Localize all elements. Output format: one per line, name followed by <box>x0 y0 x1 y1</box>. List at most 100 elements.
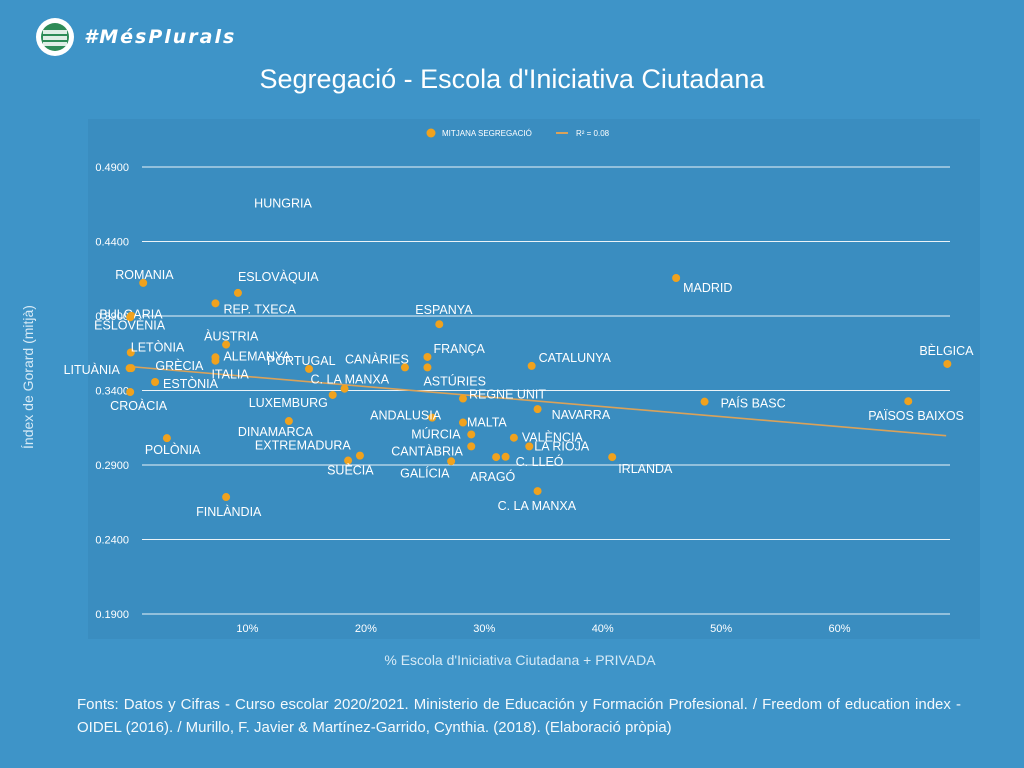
data-point <box>139 278 148 287</box>
data-label: IRLANDA <box>618 462 673 476</box>
data-point <box>305 364 314 373</box>
data-label: MÚRCIA <box>411 426 461 441</box>
data-point <box>447 457 456 466</box>
data-label: LUXEMBURG <box>249 396 328 410</box>
data-point <box>344 456 353 465</box>
data-label: ASTÚRIES <box>423 373 486 388</box>
data-point <box>943 359 952 368</box>
data-label: LA RIOJA <box>534 439 590 453</box>
data-label: ESLOVÈNIA <box>94 317 166 332</box>
data-point <box>527 361 536 370</box>
data-point <box>340 384 349 393</box>
x-tick-label: 30% <box>473 623 495 635</box>
data-label: PAÏSOS BAIXOS <box>868 409 964 423</box>
data-label: CATALUNYA <box>539 351 612 365</box>
data-label: REP. TXECA <box>223 302 296 316</box>
data-label: MADRID <box>683 281 732 295</box>
y-tick-label: 0.3400 <box>95 386 129 398</box>
data-point <box>533 487 542 496</box>
y-tick-label: 0.3900 <box>95 311 129 323</box>
data-point <box>492 453 501 462</box>
data-point <box>672 274 681 283</box>
data-point <box>126 387 135 396</box>
data-label: HUNGRIA <box>254 196 312 210</box>
data-label: GALÍCIA <box>400 465 450 480</box>
data-label: LITUÀNIA <box>64 362 121 377</box>
data-label: NAVARRA <box>552 408 611 422</box>
data-label: ESTÒNIA <box>163 376 219 391</box>
data-point <box>428 413 437 422</box>
data-label: C. LA MANXA <box>498 499 577 513</box>
legend-series-label: MITJANA SEGREGACIÓ <box>442 129 532 138</box>
data-point <box>423 352 432 361</box>
data-point <box>533 405 542 414</box>
data-point <box>233 288 242 297</box>
data-point <box>355 451 364 460</box>
chart-title: Segregació - Escola d'Iniciativa Ciutada… <box>259 64 765 94</box>
y-axis-label: Índex de Gorard (mitjà) <box>20 305 36 449</box>
data-point <box>700 397 709 406</box>
data-point <box>284 417 293 426</box>
x-tick-label: 40% <box>592 623 614 635</box>
data-label: FINLÀNDIA <box>196 504 262 519</box>
legend-marker-icon <box>426 128 436 138</box>
data-label: LETÒNIA <box>131 340 185 355</box>
data-point <box>458 394 467 403</box>
data-label: C. LA MANXA <box>311 373 390 387</box>
data-label: POLÒNIA <box>145 442 201 457</box>
data-point <box>423 363 432 372</box>
data-point <box>904 397 913 406</box>
y-tick-label: 0.1900 <box>95 609 129 621</box>
data-label: ÀUSTRIA <box>204 329 259 344</box>
x-tick-label: 20% <box>355 623 377 635</box>
data-point <box>126 313 135 322</box>
trendline <box>128 365 947 437</box>
data-label: REGNE UNIT <box>469 388 546 402</box>
data-point <box>509 433 518 442</box>
data-point <box>435 320 444 329</box>
data-point <box>125 364 134 373</box>
x-tick-label: 50% <box>710 623 732 635</box>
data-label: PAÍS BASC <box>721 396 786 411</box>
y-tick-label: 0.4900 <box>95 162 129 174</box>
data-point <box>211 356 220 365</box>
data-label: MALTA <box>467 416 507 430</box>
data-label: ESPANYA <box>415 303 473 317</box>
brand: #MésPlurals <box>36 18 236 56</box>
data-label: ALEMANYA <box>223 349 291 363</box>
x-tick-label: 60% <box>829 623 851 635</box>
data-label: ROMANIA <box>115 268 174 282</box>
data-label: ESLOVÀQUIA <box>238 269 319 284</box>
data-label: CANÀRIES <box>345 351 409 366</box>
data-label: GRÈCIA <box>155 358 204 373</box>
data-label: BÈLGICA <box>919 343 974 358</box>
x-axis-label: % Escola d'Iniciativa Ciutadana + PRIVAD… <box>384 652 656 668</box>
y-tick-label: 0.4400 <box>95 237 129 249</box>
data-point <box>458 418 467 427</box>
source-note: Fonts: Datos y Cifras - Curso escolar 20… <box>77 696 961 736</box>
brand-name: #MésPlurals <box>84 26 237 48</box>
data-label: DINAMARCA <box>238 425 314 439</box>
data-label: SUÈCIA <box>327 463 374 478</box>
data-point <box>467 430 476 439</box>
data-point <box>162 434 171 443</box>
data-point <box>151 378 160 387</box>
data-label: EXTREMADURA <box>255 439 352 453</box>
y-tick-label: 0.2400 <box>95 535 129 547</box>
data-point <box>222 493 231 502</box>
data-label: CROÀCIA <box>110 398 168 413</box>
data-point <box>501 452 510 461</box>
data-label: ARAGÓ <box>470 469 515 484</box>
data-point <box>467 442 476 451</box>
data-label: ITALIA <box>211 368 249 382</box>
data-label: ANDALUSIA <box>370 409 442 423</box>
x-tick-label: 10% <box>236 623 258 635</box>
mesplurals-logo-icon <box>36 18 74 56</box>
data-label: FRANÇA <box>433 342 485 356</box>
data-label: VALÈNCIA <box>522 430 584 445</box>
legend-trend-label: R² = 0.08 <box>576 129 610 138</box>
data-label: PORTUGAL <box>267 354 336 368</box>
data-point <box>328 390 337 399</box>
data-point <box>126 348 135 357</box>
